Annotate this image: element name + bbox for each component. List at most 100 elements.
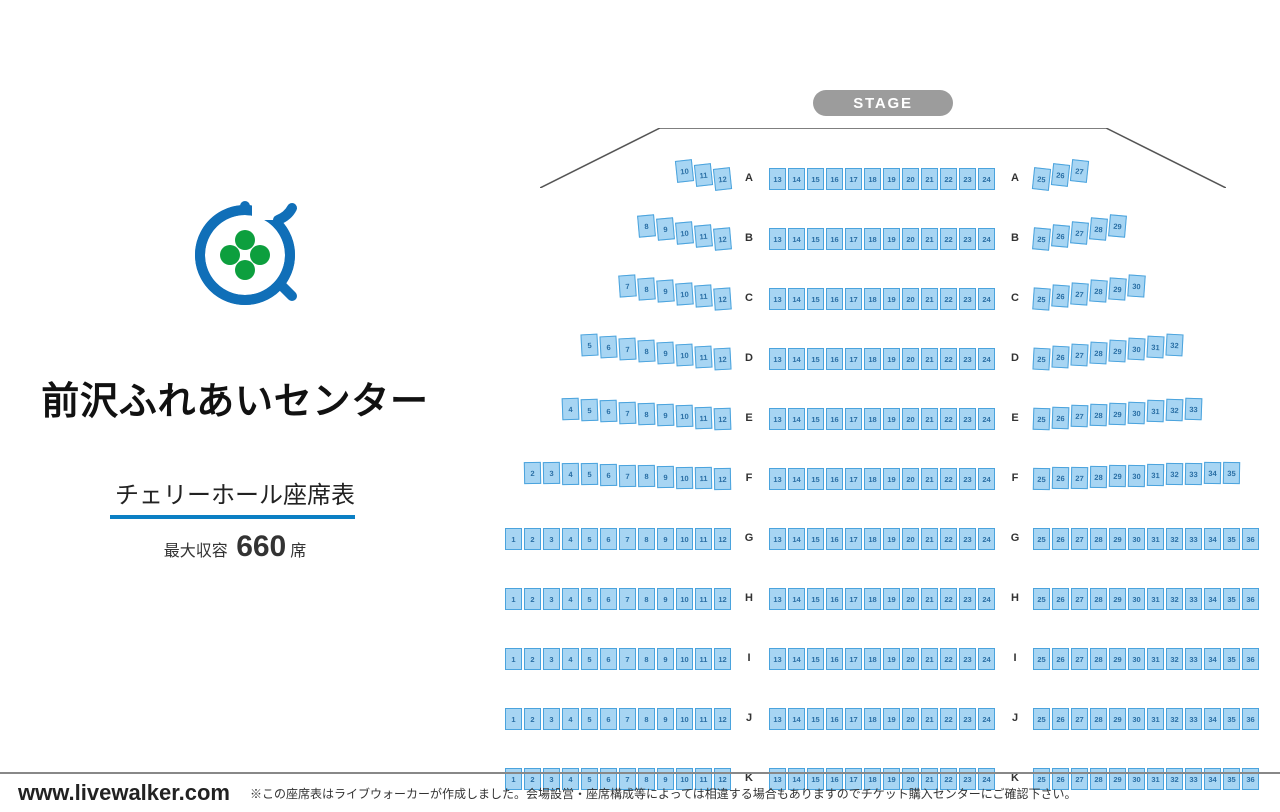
- seat: 24: [978, 528, 995, 550]
- seat: 2: [524, 528, 541, 550]
- seat: 23: [959, 648, 976, 670]
- seat: 27: [1071, 467, 1088, 489]
- seat: 35: [1223, 708, 1240, 730]
- seat: 26: [1052, 648, 1069, 670]
- seat: 17: [845, 408, 862, 430]
- seat: 30: [1128, 528, 1145, 550]
- seat: 14: [788, 168, 805, 190]
- seat: 17: [845, 348, 862, 370]
- seat: 6: [600, 528, 617, 550]
- seat: 24: [978, 468, 995, 490]
- seat: 18: [864, 528, 881, 550]
- seat: 15: [807, 348, 824, 370]
- row-label: F: [1007, 472, 1023, 484]
- footer: www.livewalker.com ※この座席表はライブウォーカーが作成しまし…: [0, 772, 1280, 812]
- seat: 7: [619, 528, 636, 550]
- row-label: D: [1007, 352, 1023, 364]
- seat: 32: [1166, 528, 1183, 550]
- seat: 28: [1090, 404, 1108, 427]
- seat: 12: [714, 588, 731, 610]
- seat: 33: [1185, 708, 1202, 730]
- footer-note: ※この座席表はライブウォーカーが作成しました。会場設営・座席構成等によっては相違…: [250, 785, 1077, 802]
- seat-row: II12345678910111213141516171819202122232…: [480, 648, 1270, 678]
- seat: 7: [619, 401, 637, 424]
- seat: 17: [845, 648, 862, 670]
- row-label: A: [1007, 172, 1023, 184]
- seat: 28: [1090, 528, 1107, 550]
- seat: 15: [807, 468, 824, 490]
- seat: 34: [1204, 588, 1221, 610]
- seat: 5: [581, 588, 598, 610]
- seat: 30: [1128, 465, 1145, 487]
- seat: 15: [807, 648, 824, 670]
- seat: 20: [902, 288, 919, 310]
- seat: 24: [978, 288, 995, 310]
- seat: 7: [619, 648, 636, 670]
- seat: 3: [543, 462, 560, 484]
- seat: 30: [1128, 648, 1145, 670]
- seat: 23: [959, 708, 976, 730]
- seat: 27: [1071, 708, 1088, 730]
- seat: 28: [1090, 648, 1107, 670]
- row-label: C: [741, 292, 757, 304]
- seat: 2: [524, 588, 541, 610]
- seat: 21: [921, 708, 938, 730]
- seat: 5: [581, 648, 598, 670]
- row-label: I: [741, 652, 757, 664]
- row-label: A: [741, 172, 757, 184]
- seat: 15: [807, 228, 824, 250]
- seat: 11: [695, 708, 712, 730]
- seat: 6: [600, 648, 617, 670]
- seat: 9: [656, 280, 674, 303]
- seat: 21: [921, 408, 938, 430]
- seat: 19: [883, 648, 900, 670]
- seat: 15: [807, 168, 824, 190]
- rows-container: AA101112131415161718192021222324252627BB…: [480, 168, 1270, 768]
- seat: 12: [713, 287, 731, 310]
- seat: 9: [657, 708, 674, 730]
- seat: 32: [1166, 708, 1183, 730]
- seat: 14: [788, 588, 805, 610]
- seat: 24: [978, 408, 995, 430]
- seat: 14: [788, 228, 805, 250]
- seat: 25: [1033, 648, 1050, 670]
- seat: 11: [695, 588, 712, 610]
- seat: 12: [713, 167, 732, 191]
- seat: 24: [978, 228, 995, 250]
- seat: 31: [1147, 400, 1165, 423]
- seat-row: EE45678910111213141516171819202122232425…: [480, 408, 1270, 438]
- seat: 31: [1147, 648, 1164, 670]
- seat: 19: [883, 228, 900, 250]
- row-label: E: [1007, 412, 1023, 424]
- seat: 8: [637, 214, 656, 237]
- seat: 10: [676, 405, 694, 428]
- seat: 30: [1128, 708, 1145, 730]
- row-label: C: [1007, 292, 1023, 304]
- seat: 23: [959, 408, 976, 430]
- seat-row: AA101112131415161718192021222324252627: [480, 168, 1270, 198]
- seat: 22: [940, 468, 957, 490]
- seat: 16: [826, 648, 843, 670]
- seat: 21: [921, 588, 938, 610]
- seat: 27: [1070, 344, 1088, 367]
- row-label: J: [741, 712, 757, 724]
- seat: 33: [1185, 648, 1202, 670]
- seat: 8: [638, 648, 655, 670]
- seat: 11: [694, 285, 712, 308]
- seat: 32: [1166, 588, 1183, 610]
- seat: 19: [883, 708, 900, 730]
- seat: 23: [959, 348, 976, 370]
- seat: 16: [826, 348, 843, 370]
- seat: 23: [959, 468, 976, 490]
- seat: 27: [1071, 648, 1088, 670]
- seat: 22: [940, 408, 957, 430]
- seat: 26: [1052, 588, 1069, 610]
- seat: 24: [978, 168, 995, 190]
- seat: 10: [676, 648, 693, 670]
- seat: 15: [807, 588, 824, 610]
- seat: 11: [694, 346, 712, 369]
- seat: 33: [1185, 588, 1202, 610]
- seat: 19: [883, 168, 900, 190]
- seat: 3: [543, 588, 560, 610]
- seat: 29: [1109, 648, 1126, 670]
